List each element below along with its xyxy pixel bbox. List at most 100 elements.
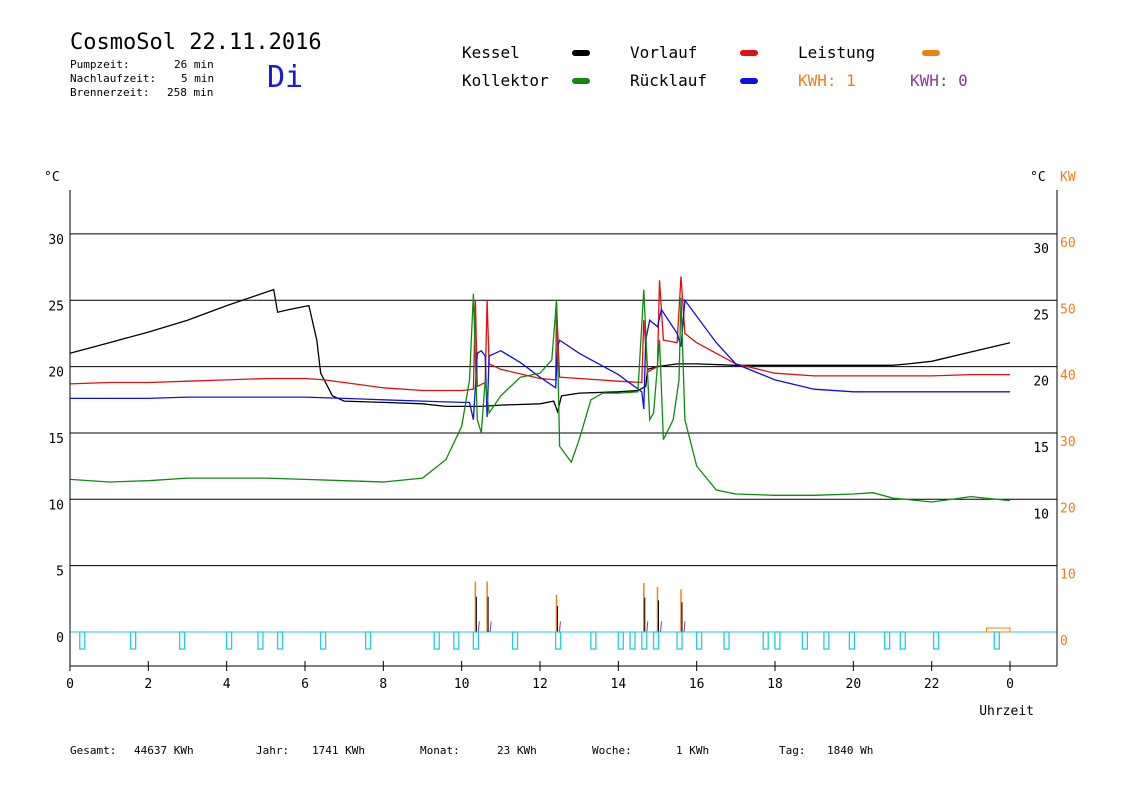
series-line-kollektor [69, 289, 1011, 503]
footer-gesamt-value: 44637 KWh [134, 744, 194, 757]
pump-pulse [993, 631, 1000, 650]
y-right-unit: °C [1030, 170, 1046, 185]
x-tick-label: 18 [767, 677, 783, 692]
pump-pulse [883, 631, 891, 650]
weekday-label: Di [267, 60, 304, 95]
legend-kollektor-label: Kollektor [462, 71, 549, 90]
y-kw-tick-label: 50 [1060, 302, 1076, 317]
x-axis-label: Uhrzeit [979, 704, 1034, 719]
series-line-kessel [69, 288, 1011, 414]
pump-pulse [723, 631, 730, 650]
y-right-tick-label: 25 [1033, 308, 1049, 323]
pump-pulse [590, 631, 597, 650]
kwh-spike [489, 621, 492, 633]
legend-vorlauf-label: Vorlauf [630, 43, 698, 62]
y-left-tick-label: 10 [48, 498, 64, 513]
footer-monat-value: 23 KWh [497, 744, 537, 757]
x-tick-label: 12 [532, 677, 548, 692]
y-left-tick-label: 25 [48, 299, 64, 314]
legend-kwh1-label: KWH: 1 [798, 71, 856, 90]
footer-woche-label: Woche: [592, 744, 632, 757]
footer-jahr-value: 1741 KWh [312, 744, 365, 757]
y-kw-tick-label: 30 [1060, 435, 1076, 450]
footer-gesamt-label: Gesamt: [70, 744, 117, 757]
kwh-spike [683, 621, 686, 633]
pump-pulse [472, 631, 480, 650]
x-tick-label: 14 [611, 677, 627, 692]
pump-pulse [225, 631, 233, 650]
series-line-ruecklauf [70, 298, 1010, 420]
x-tick-label: 16 [689, 677, 705, 692]
footer-tag-value: 1840 Wh [827, 744, 874, 757]
pump-pulse [319, 631, 327, 650]
pump-pulse [652, 631, 660, 650]
pump-pulse [453, 631, 460, 650]
y-left-tick-label: 20 [48, 366, 64, 381]
x-tick-label: 22 [924, 677, 940, 692]
pump-pulse [276, 631, 284, 650]
kwh-spike [558, 621, 561, 633]
y-right-tick-label: 15 [1033, 441, 1049, 456]
legend-leistung-swatch [922, 50, 940, 56]
pump-pulse [932, 631, 940, 650]
pump-pulse [365, 631, 372, 650]
x-tick-label: 0 [66, 677, 74, 692]
pump-pulse [823, 631, 830, 650]
pump-pulse [774, 631, 781, 650]
pump-pulse [178, 631, 186, 650]
x-tick-label: 4 [223, 677, 231, 692]
pump-pulse [848, 631, 856, 650]
pump-pulse [676, 631, 683, 650]
pump-pulse [130, 631, 137, 650]
stat-pumpzeit-value: 26 min [174, 58, 214, 71]
legend-ruecklauf-swatch [740, 78, 758, 84]
stat-brennerzeit-label: Brennerzeit: [70, 86, 150, 99]
footer-jahr-label: Jahr: [256, 744, 290, 757]
y-kw-unit: KW [1060, 170, 1076, 185]
kwh-spike [477, 621, 480, 633]
x-tick-label: 10 [454, 677, 470, 692]
kwh-spike [660, 621, 662, 633]
legend-kwh2-label: KWH: 0 [910, 71, 968, 90]
pump-pulse [433, 631, 440, 650]
pump-pulse [695, 631, 703, 650]
pump-pulse [617, 631, 624, 650]
pump-pulse [762, 631, 769, 650]
pump-pulse [79, 631, 86, 650]
pump-pulse [899, 631, 906, 650]
pump-pulse [511, 631, 519, 650]
y-left-tick-label: 0 [56, 631, 64, 646]
pump-pulse [257, 631, 264, 650]
y-left-tick-label: 30 [48, 233, 64, 248]
stat-nachlaufzeit-label: Nachlaufzeit: [70, 72, 157, 85]
legend-leistung-label: Leistung [798, 43, 876, 62]
kwh-spike [646, 621, 649, 633]
legend-kollektor-swatch [572, 78, 590, 84]
footer-tag-label: Tag: [779, 744, 806, 757]
y-right-tick-label: 30 [1033, 242, 1049, 257]
x-tick-label: 8 [379, 677, 387, 692]
stat-pumpzeit-label: Pumpzeit: [70, 58, 130, 71]
stat-brennerzeit-value: 258 min [167, 86, 214, 99]
footer-monat-label: Monat: [420, 744, 460, 757]
y-left-tick-label: 15 [48, 432, 64, 447]
y-right-tick-label: 10 [1033, 507, 1049, 522]
legend-vorlauf-swatch [740, 50, 758, 56]
y-kw-tick-label: 0 [1060, 634, 1068, 649]
y-kw-tick-label: 40 [1060, 369, 1076, 384]
pump-pulse [801, 631, 809, 650]
y-left-tick-label: 5 [56, 565, 64, 580]
x-tick-label: 2 [144, 677, 152, 692]
y-kw-tick-label: 10 [1060, 568, 1076, 583]
y-left-unit: °C [44, 170, 60, 185]
pump-pulse [641, 631, 648, 650]
x-tick-label: 20 [846, 677, 862, 692]
stat-nachlaufzeit-value: 5 min [181, 72, 215, 85]
x-tick-label: 6 [301, 677, 309, 692]
page-title: CosmoSol 22.11.2016 [70, 30, 322, 55]
pump-pulse [629, 631, 636, 650]
y-kw-tick-label: 20 [1060, 501, 1076, 516]
footer-woche-value: 1 KWh [676, 744, 710, 757]
x-tick-label: 0 [1006, 677, 1014, 692]
